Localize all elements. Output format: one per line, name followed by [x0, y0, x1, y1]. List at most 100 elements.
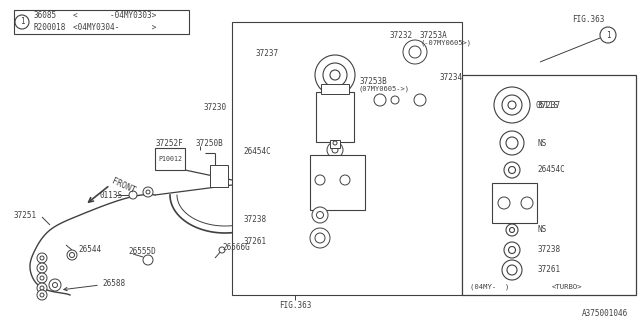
Circle shape: [37, 273, 47, 283]
Text: 0511S: 0511S: [535, 100, 558, 109]
Circle shape: [67, 250, 77, 260]
Circle shape: [315, 175, 325, 185]
Bar: [14, 10, 189, 34]
Text: <TURBO>: <TURBO>: [552, 284, 582, 290]
Circle shape: [507, 265, 517, 275]
Circle shape: [600, 27, 616, 43]
Circle shape: [37, 290, 47, 300]
Bar: [310, 155, 365, 210]
Bar: [492, 183, 537, 223]
Text: NS: NS: [537, 139, 547, 148]
Text: <04MY0304-       >: <04MY0304- >: [73, 23, 156, 33]
Text: 36085: 36085: [33, 12, 56, 20]
Bar: [232, 22, 462, 295]
Circle shape: [409, 46, 421, 58]
Text: 37238: 37238: [243, 215, 266, 225]
Text: FIG.363: FIG.363: [572, 15, 604, 25]
Text: (07MY0605->): (07MY0605->): [359, 86, 410, 92]
Text: 26544: 26544: [78, 245, 101, 254]
Circle shape: [143, 255, 153, 265]
Circle shape: [317, 212, 323, 219]
Circle shape: [312, 207, 328, 223]
Circle shape: [508, 101, 516, 109]
Text: FIG.363: FIG.363: [279, 300, 311, 309]
Text: FRONT: FRONT: [110, 177, 136, 196]
Circle shape: [414, 94, 426, 106]
Circle shape: [315, 233, 325, 243]
Text: (04MY-  ): (04MY- ): [470, 284, 509, 290]
Text: 37253A: 37253A: [420, 30, 448, 39]
Circle shape: [323, 63, 347, 87]
Circle shape: [70, 252, 74, 258]
Text: (-07MY0605>): (-07MY0605>): [420, 40, 471, 46]
Circle shape: [494, 87, 530, 123]
Circle shape: [506, 224, 518, 236]
Circle shape: [509, 246, 515, 253]
Text: 37250B: 37250B: [195, 139, 223, 148]
Text: 37238: 37238: [537, 245, 560, 254]
Circle shape: [49, 279, 61, 291]
Text: 37234: 37234: [440, 74, 463, 83]
Text: 0113S: 0113S: [100, 190, 123, 199]
Circle shape: [374, 94, 386, 106]
Circle shape: [327, 142, 343, 158]
Circle shape: [340, 175, 350, 185]
Text: 37237: 37237: [256, 49, 279, 58]
Circle shape: [37, 283, 47, 293]
Text: 26588: 26588: [102, 278, 125, 287]
Bar: [316, 92, 354, 142]
Circle shape: [333, 141, 337, 145]
Text: 37232: 37232: [390, 30, 413, 39]
Circle shape: [330, 70, 340, 80]
Circle shape: [403, 40, 427, 64]
Text: A375001046: A375001046: [582, 308, 628, 317]
Circle shape: [52, 283, 58, 287]
Circle shape: [37, 253, 47, 263]
Circle shape: [502, 95, 522, 115]
Text: 37253B: 37253B: [359, 77, 387, 86]
Text: 37230: 37230: [204, 103, 227, 113]
Text: 37251: 37251: [14, 211, 37, 220]
Circle shape: [40, 276, 44, 280]
Circle shape: [40, 293, 44, 297]
Circle shape: [15, 15, 29, 29]
Text: 1: 1: [20, 18, 24, 27]
Text: NS: NS: [537, 226, 547, 235]
Circle shape: [504, 162, 520, 178]
Bar: [210, 165, 228, 187]
Circle shape: [502, 260, 522, 280]
Circle shape: [391, 96, 399, 104]
Text: 26555D: 26555D: [128, 247, 156, 257]
Circle shape: [40, 266, 44, 270]
Text: R200018: R200018: [33, 23, 65, 33]
Circle shape: [521, 197, 533, 209]
Bar: [155, 148, 185, 170]
Circle shape: [509, 166, 515, 173]
Text: 26566G: 26566G: [222, 244, 250, 252]
Text: 37252F: 37252F: [155, 139, 183, 148]
Text: 37261: 37261: [243, 237, 266, 246]
Text: 37261: 37261: [537, 266, 560, 275]
Circle shape: [315, 55, 355, 95]
Text: 26454C: 26454C: [537, 165, 564, 174]
Circle shape: [332, 147, 338, 153]
Circle shape: [129, 191, 137, 199]
Bar: [330, 140, 340, 148]
Text: P10012: P10012: [158, 156, 182, 162]
Circle shape: [40, 256, 44, 260]
Circle shape: [143, 187, 153, 197]
Text: <       -04MY0303>: < -04MY0303>: [73, 12, 156, 20]
Circle shape: [509, 228, 515, 233]
Text: 26454C: 26454C: [243, 148, 271, 156]
Bar: [500, 88, 528, 112]
Circle shape: [500, 131, 524, 155]
Circle shape: [506, 137, 518, 149]
Circle shape: [498, 197, 510, 209]
Bar: [321, 84, 349, 94]
Circle shape: [146, 190, 150, 194]
Circle shape: [219, 247, 225, 253]
Circle shape: [504, 242, 520, 258]
Text: 37237: 37237: [537, 100, 560, 109]
Bar: [462, 75, 636, 295]
Circle shape: [310, 228, 330, 248]
